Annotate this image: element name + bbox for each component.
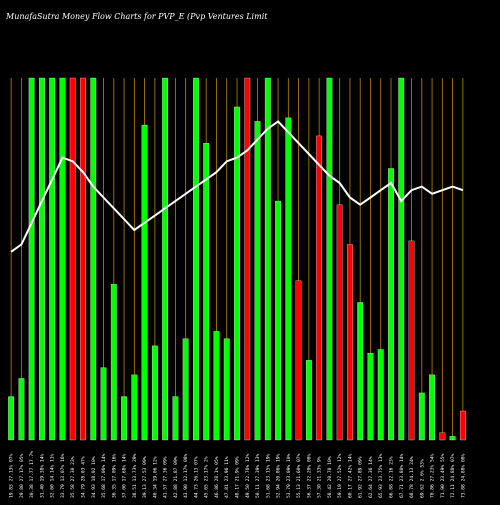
bar [408,240,415,441]
series-line [10,120,464,253]
bar [80,77,86,441]
bar [305,360,312,441]
x-tick-label: 37.00 17.68% 14% [122,454,128,498]
x-tick-label: 36.35 17.09% 16% [111,454,117,498]
x-tick-label: 59.19 27.52% 12% [337,454,343,498]
bar [459,410,466,441]
bar [100,367,107,441]
x-tick-label: 61.92 27.89 09% [358,456,364,498]
bar [418,392,425,441]
x-tick-label: 72.11 24.88% 07% [450,454,456,498]
x-tick-label: 68.78 24.13 24% [409,456,415,498]
bar [326,77,333,441]
bar [39,77,45,441]
x-tick-label: 53.79 23.09% 10% [286,454,292,498]
x-tick-label: 70.86 27.23% 54% [430,454,436,498]
x-tick-label: 55.13 21.60% 07% [296,454,302,498]
x-tick-label: 73.88 24.88% 08% [460,454,466,498]
bar [193,77,199,441]
x-tick-label: 35.68 17.06% 14% [101,454,107,498]
bar [398,77,405,441]
bar [121,396,127,441]
bar [316,135,323,441]
x-tick-label: 62.64 27.36 14% [368,456,374,498]
bar [18,378,25,441]
bar [49,77,56,441]
bar [172,396,179,441]
x-tick-label: 31.40 19.38% 14% [39,454,45,498]
bar [264,77,271,441]
x-tick-label: 56.37 22.20% 08% [306,454,312,498]
bar [28,77,35,441]
bar [223,338,230,441]
bar [182,338,189,441]
x-tick-label: 34.93 18.92 10% [91,456,97,498]
bar [69,77,76,441]
bar [234,106,240,441]
bar [275,200,281,441]
bar [110,284,117,441]
x-tick-label: 29.80 27.17% 05% [19,454,25,498]
bar [377,349,384,441]
bar [439,432,446,441]
x-tick-label: 41.57 27.36 09% [163,456,169,498]
bar [151,345,158,441]
x-tick-label: 51.68 23.15% 19% [265,454,271,498]
bar [213,331,220,441]
bar [203,143,210,441]
bar [357,302,364,441]
bar [388,168,394,441]
bar [59,77,66,441]
x-tick-label: 47.81 23.96 11% [224,456,230,498]
bar [141,124,148,441]
x-tick-label: 66.88 22.16 23% [389,456,395,498]
bar [347,244,353,441]
x-tick-label: 19.83 27.13% 07% [9,454,15,498]
x-tick-label: 39.13 27.53 09% [142,456,148,498]
x-tick-label: 67.71 23.80% 14% [399,454,405,498]
x-tick-label: 71.90 23.49% 55% [440,454,446,498]
x-tick-label: 49.50 22.76% 12% [245,454,251,498]
bar [449,436,456,441]
bar [162,77,169,441]
x-tick-label: 32.60 14.14% 11% [50,454,56,498]
x-tick-label: 60.17 27.42% 14% [347,454,353,498]
x-tick-label: 58.42 20.70 10% [327,456,333,498]
x-tick-label: 30.38 17.77 17.7% [29,451,35,498]
x-tick-label: 40.34 19.06 12% [152,456,158,498]
x-tick-label: 42.88 21.87 09% [173,456,179,498]
bar [90,77,97,441]
bar [336,204,343,441]
bar [254,121,261,441]
x-tick-label: 52.94 20.86% 19% [276,454,282,498]
x-tick-label: 46.86 28.1% 05% [214,456,220,498]
bar [429,374,435,441]
x-tick-label: 43.90 12.17% 08% [183,454,189,498]
x-tick-label: 65.93 23.75% 13% [378,454,384,498]
x-tick-label: 48.17 21.9% 09% [235,456,241,498]
x-tick-label: 44.73 26.13 07% [193,456,199,498]
bar [131,374,138,441]
chart-title: MunafaSutra Money Flow Charts for PVP_E … [6,12,268,21]
x-tick-label: 69.62 2.6% 53% [419,459,425,498]
x-tick-label: 33.79 13.07% 16% [60,454,66,498]
x-tick-label: 38.51 13.73% 29% [132,454,138,498]
bar [244,77,251,441]
x-tick-label: 50.11 27.39% 13% [255,454,261,498]
x-tick-label: 45.65 23.17% 2% [204,456,210,498]
bar [295,280,302,441]
x-tick-label: 35.58 27.30 23% [70,456,76,498]
bar [285,117,292,441]
x-tick-label: 34.79 28.03 47% [81,456,87,498]
bar [367,352,374,441]
bar [8,396,15,441]
x-tick-label: 57.30 21.33% 9% [317,456,323,498]
